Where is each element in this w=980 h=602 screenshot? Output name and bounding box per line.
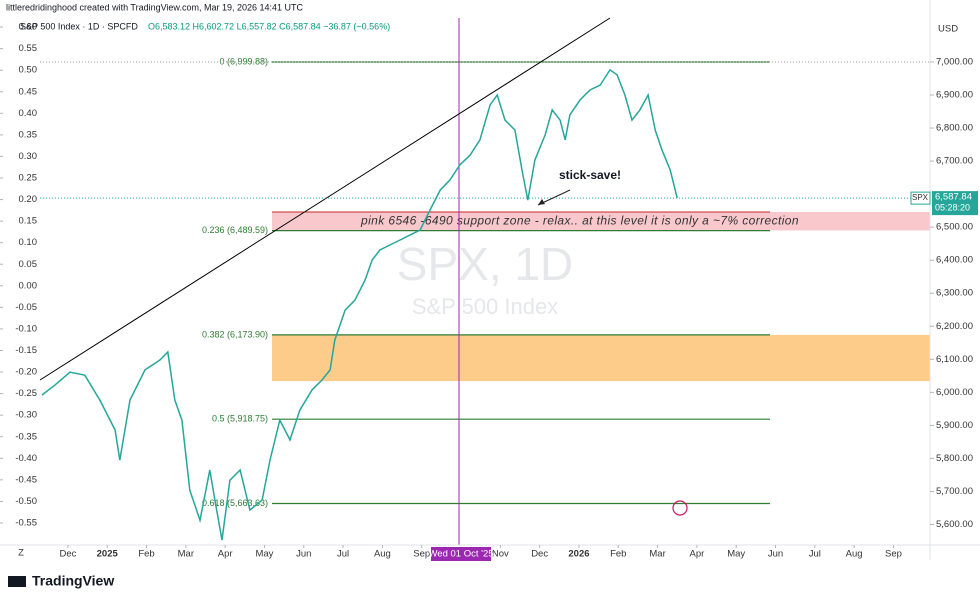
y2-tick-label: 0.10	[19, 237, 38, 248]
zone	[272, 334, 930, 382]
y2-tick-label: -0.50	[15, 496, 37, 507]
arrow-head	[538, 199, 545, 205]
y-tick-label: 7,000.00	[936, 56, 973, 67]
fib-label: 0.382 (6,173.90)	[202, 329, 268, 339]
y-tick-label: 6,100.00	[936, 354, 973, 365]
x-tick-label: Aug	[374, 549, 391, 560]
y2-tick-label: -0.25	[15, 388, 37, 399]
x-tick-label: Sep	[413, 549, 430, 560]
crosshair-label-bg	[431, 547, 492, 561]
price-line	[41, 68, 678, 541]
crosshair-label: Wed 01 Oct '25	[429, 549, 494, 560]
y2-tick-label: 0.30	[19, 151, 38, 162]
fib-label: 0.618 (5,663.63)	[202, 498, 268, 508]
x-tick-label: Feb	[138, 549, 154, 560]
y2-tick-label: -0.10	[15, 323, 37, 334]
y2-tick-label: 0.00	[19, 280, 38, 291]
y2-tick-label: 0.60	[19, 22, 38, 33]
y2-tick-label: -0.30	[15, 410, 37, 421]
x-tick-label: Nov	[492, 549, 509, 560]
brand-logo	[8, 576, 26, 587]
y2-tick-label: -0.20	[15, 367, 37, 378]
x-tick-label: Jul	[337, 549, 349, 560]
y-tick-label: 5,600.00	[936, 519, 973, 530]
y2-tick-label: 0.25	[19, 173, 38, 184]
zone-label: pink 6546 -6490 support zone - relax.. a…	[360, 213, 799, 227]
y2-tick-label: -0.35	[15, 431, 37, 442]
watermark-subtitle: S&P 500 Index	[412, 294, 558, 319]
price-badge-label: 6,587.84	[935, 192, 972, 203]
x-tick-label: Apr	[689, 549, 704, 560]
x-tick-label: Sep	[885, 549, 902, 560]
trend-line	[39, 17, 611, 381]
y-tick-label: 5,800.00	[936, 453, 973, 464]
y2-tick-label: 0.15	[19, 216, 38, 227]
fib-label: 0 (6,999.88)	[219, 56, 268, 66]
y2-tick-label: 0.40	[19, 108, 38, 119]
x-tick-label: May	[727, 549, 745, 560]
y-tick-label: 6,500.00	[936, 222, 973, 233]
y2-tick-label: -0.45	[15, 474, 37, 485]
y2-tick-label: -0.40	[15, 453, 37, 464]
x-tick-label: Aug	[846, 549, 863, 560]
x-tick-label: Apr	[218, 549, 233, 560]
y-tick-label: 6,900.00	[936, 90, 973, 101]
zone	[272, 211, 930, 231]
axes: 5,600.00 5,700.00 5,800.00 5,900.00 6,000.00…	[0, 22, 978, 561]
credit: littleredridinghood created with Trading…	[6, 2, 303, 12]
y2-tick-label: -0.15	[15, 345, 37, 356]
y2-tick-label: 0.50	[19, 65, 38, 76]
x-tick-label: Mar	[178, 549, 194, 560]
y-tick-label: 5,900.00	[936, 420, 973, 431]
symbol-badge	[910, 191, 931, 205]
x-tick-label: 2025	[97, 549, 119, 560]
fib-label: 0.236 (6,489.59)	[202, 225, 268, 235]
fib-label: 0.5 (5,918.75)	[212, 414, 268, 424]
brand: TradingView	[32, 573, 114, 589]
y2-tick-label: -0.05	[15, 302, 37, 313]
symbol-badge-label: SPX	[912, 193, 929, 202]
y2-tick-label: 0.45	[19, 86, 38, 97]
y2-tick-label: -0.55	[15, 518, 37, 529]
watermark-title: SPX, 1D	[397, 238, 573, 290]
y-tick-label: 6,800.00	[936, 123, 973, 134]
plot	[40, 68, 930, 541]
ohlc: O6,583.12 H6,602.72 L6,557.82 C6,587.84 …	[148, 21, 390, 31]
y-tick-label: 5,700.00	[936, 486, 973, 497]
axis-icon: Z	[18, 548, 24, 559]
y2-tick-label: 0.05	[19, 259, 38, 270]
x-tick-label: Feb	[610, 549, 626, 560]
currency: USD	[938, 24, 958, 35]
y2-tick-label: 0.55	[19, 43, 38, 54]
y-tick-label: 6,700.00	[936, 156, 973, 167]
y-tick-label: 6,000.00	[936, 387, 973, 398]
x-tick-label: Dec	[531, 549, 548, 560]
y-tick-label: 6,200.00	[936, 321, 973, 332]
symbol: S&P 500 Index · 1D · SPCFD	[20, 21, 138, 31]
annotation: stick-save!	[559, 168, 621, 182]
y2-tick-label: 0.35	[19, 129, 38, 140]
x-tick-label: Jun	[296, 549, 311, 560]
x-tick-label: Dec	[59, 549, 76, 560]
x-tick-label: 2026	[568, 549, 589, 560]
y-tick-label: 6,400.00	[936, 255, 973, 266]
y-tick-label: 6,300.00	[936, 288, 973, 299]
fib-levels: 0 (6,999.88) 0.236 (6,489.59) 0.382 (6,173…	[40, 56, 930, 508]
x-tick-label: Jun	[768, 549, 783, 560]
countdown: 05:28:20	[935, 202, 970, 212]
price-badge	[932, 191, 978, 216]
event-icon[interactable]	[672, 500, 688, 516]
x-tick-label: Jul	[809, 549, 821, 560]
y2-tick-label: 0.20	[19, 194, 38, 205]
zones: pink 6546 -6490 support zone - relax.. a…	[272, 211, 930, 382]
x-tick-label: Mar	[649, 549, 665, 560]
x-tick-label: May	[255, 549, 273, 560]
